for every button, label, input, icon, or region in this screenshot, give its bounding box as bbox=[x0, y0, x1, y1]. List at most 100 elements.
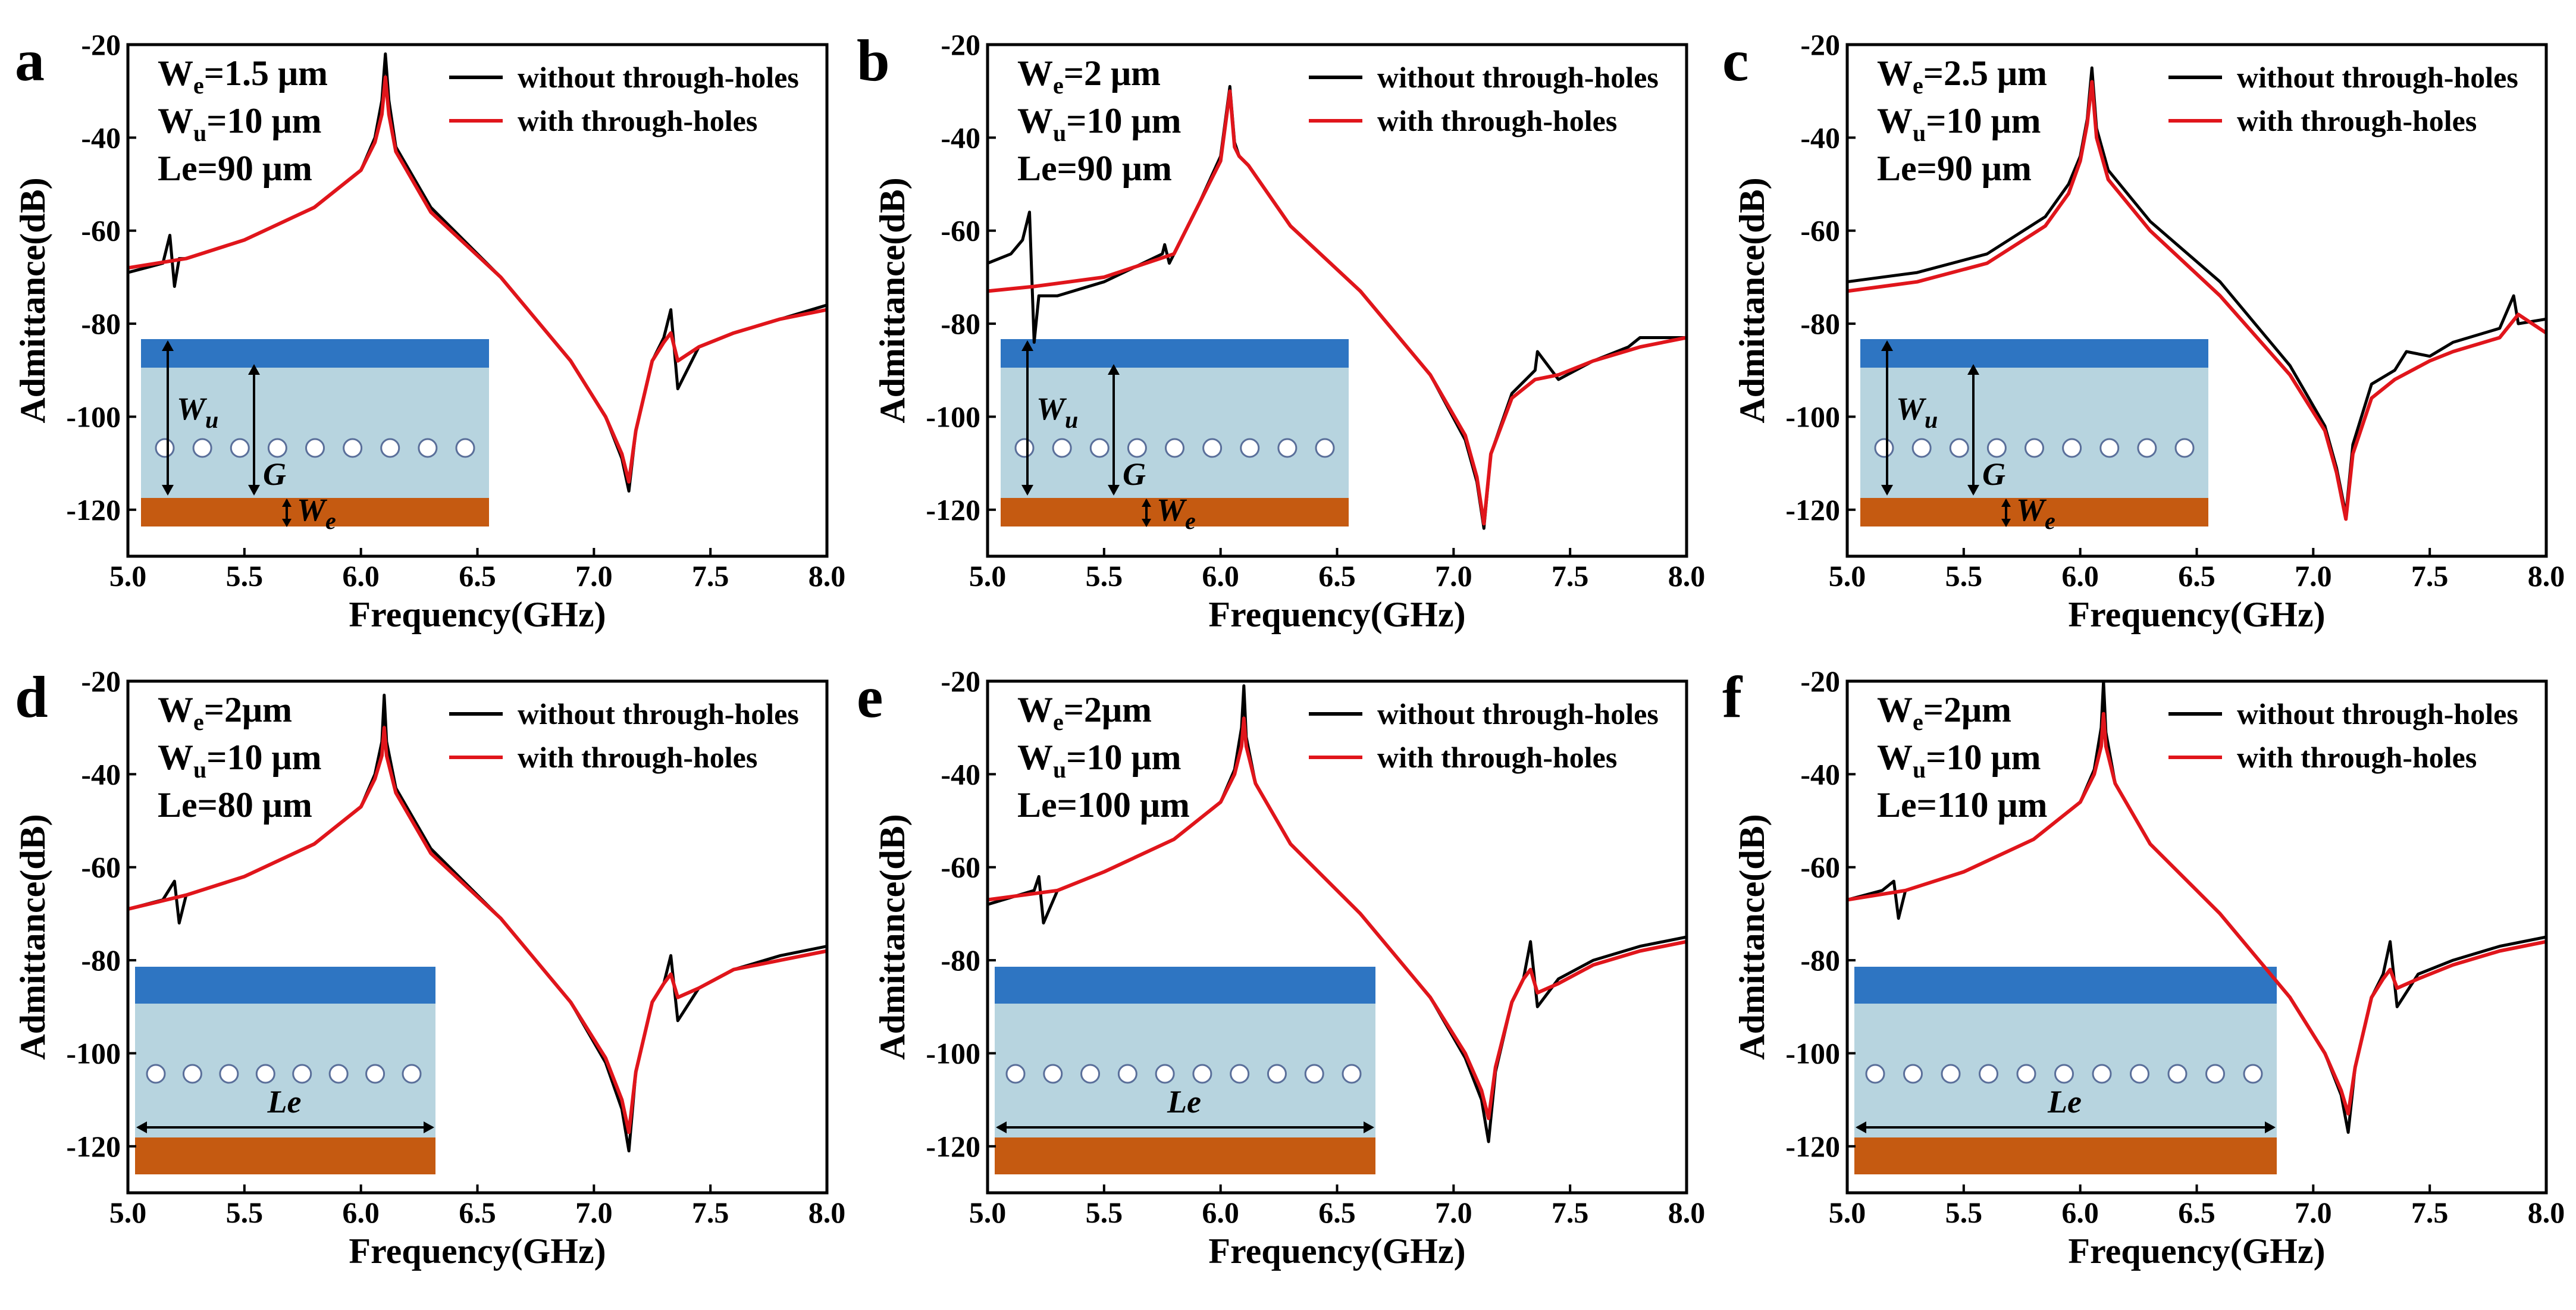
through-hole bbox=[1014, 438, 1035, 458]
param-le-main: Le bbox=[158, 149, 198, 188]
inset-schematic: Le bbox=[135, 967, 435, 1174]
through-hole bbox=[1165, 438, 1184, 458]
y-tick-label: -40 bbox=[1800, 121, 1840, 154]
y-tick-label: -40 bbox=[1800, 757, 1840, 791]
we-label-sub: e bbox=[1185, 507, 1196, 534]
substrate bbox=[141, 368, 489, 498]
wu-label-main: W bbox=[1896, 391, 1927, 427]
series-with-holes bbox=[987, 89, 1687, 526]
legend-label-without: without through-holes bbox=[1377, 697, 1659, 731]
through-hole bbox=[1315, 438, 1335, 458]
y-tick-label: -80 bbox=[1800, 307, 1840, 340]
through-hole bbox=[305, 438, 325, 458]
series-with-holes bbox=[987, 716, 1687, 1120]
x-tick-label: 6.5 bbox=[2178, 1196, 2215, 1229]
param-e-rest: =1.5 μm bbox=[204, 54, 328, 93]
through-hole bbox=[146, 1064, 166, 1084]
param-u-rest: =10 μm bbox=[1926, 738, 2041, 777]
param-e-sub: e bbox=[193, 72, 204, 99]
y-tick-label: -40 bbox=[81, 757, 121, 791]
param-u: Wu=10 μm bbox=[1877, 101, 2041, 146]
param-e-rest: =2μm bbox=[1064, 690, 1152, 729]
y-tick-label: -80 bbox=[941, 307, 980, 340]
y-tick-label: -60 bbox=[941, 851, 980, 884]
param-e-sub: e bbox=[1913, 709, 1923, 735]
param-le-main: Le bbox=[158, 785, 198, 825]
x-axis-label: Frequency(GHz) bbox=[2068, 595, 2325, 634]
through-hole bbox=[292, 1064, 312, 1084]
y-tick-label: -60 bbox=[81, 851, 121, 884]
param-le-main: Le bbox=[1877, 149, 1917, 188]
top-electrode bbox=[995, 967, 1375, 1004]
param-le: Le=90 μm bbox=[1877, 149, 2032, 188]
top-electrode bbox=[1854, 967, 2277, 1004]
param-u-sub: u bbox=[1913, 120, 1926, 146]
panel-letter: c bbox=[1722, 27, 1748, 93]
through-hole bbox=[1052, 438, 1072, 458]
y-tick-label: -100 bbox=[1785, 1036, 1840, 1070]
top-electrode bbox=[141, 339, 489, 368]
y-axis-label: Admittance(dB) bbox=[873, 177, 912, 423]
y-tick-label: -100 bbox=[926, 1036, 980, 1070]
bottom-electrode bbox=[141, 498, 489, 526]
param-le-main: Le bbox=[1017, 785, 1057, 825]
through-hole bbox=[2099, 438, 2120, 458]
y-tick-label: -100 bbox=[66, 1036, 121, 1070]
x-tick-label: 6.5 bbox=[459, 1196, 496, 1229]
y-tick-label: -120 bbox=[66, 493, 121, 526]
legend-label-with: with through-holes bbox=[2237, 741, 2477, 774]
param-e-rest: =2.5 μm bbox=[1923, 54, 2047, 93]
param-e-rest: =2μm bbox=[204, 690, 292, 729]
panel-letter: d bbox=[15, 664, 48, 730]
param-u-sub: u bbox=[1913, 756, 1926, 783]
param-e: We=2.5 μm bbox=[1877, 54, 2047, 99]
param-u-rest: =10 μm bbox=[206, 738, 321, 777]
param-le-rest: =90 μm bbox=[1917, 149, 2032, 188]
through-hole bbox=[2062, 438, 2082, 458]
top-electrode bbox=[1860, 339, 2208, 368]
through-hole bbox=[1005, 1064, 1026, 1084]
through-hole bbox=[2205, 1064, 2225, 1084]
legend-label-without: without through-holes bbox=[518, 697, 799, 731]
x-tick-label: 6.5 bbox=[459, 559, 496, 593]
through-hole bbox=[267, 438, 287, 458]
we-label-sub: e bbox=[325, 507, 336, 534]
param-u-main: W bbox=[1017, 738, 1053, 777]
y-axis-label: Admittance(dB) bbox=[13, 177, 52, 423]
through-hole bbox=[1117, 1064, 1137, 1084]
we-arrowheads bbox=[2001, 499, 2011, 527]
through-hole bbox=[2174, 438, 2195, 458]
x-tick-label: 8.0 bbox=[1668, 559, 1706, 593]
we-label: We bbox=[2016, 492, 2055, 534]
x-axis-label: Frequency(GHz) bbox=[1208, 595, 1465, 634]
bottom-electrode bbox=[1854, 1137, 2277, 1174]
x-tick-label: 7.5 bbox=[1552, 559, 1589, 593]
x-tick-label: 5.5 bbox=[1086, 1196, 1123, 1229]
param-u-rest: =10 μm bbox=[1066, 101, 1181, 140]
x-tick-label: 6.5 bbox=[1318, 1196, 1356, 1229]
y-axis-label: Admittance(dB) bbox=[13, 814, 52, 1060]
y-axis-label: Admittance(dB) bbox=[1732, 177, 1772, 423]
series-with-holes bbox=[1847, 80, 2547, 521]
through-hole bbox=[1043, 1064, 1063, 1084]
x-tick-label: 5.0 bbox=[109, 559, 147, 593]
param-u-main: W bbox=[158, 101, 193, 140]
x-tick-label: 5.0 bbox=[1829, 1196, 1866, 1229]
top-electrode bbox=[135, 967, 435, 1004]
through-hole bbox=[2130, 1064, 2149, 1084]
le-label: Le bbox=[2047, 1084, 2082, 1120]
y-tick-label: -80 bbox=[81, 944, 121, 977]
through-hole bbox=[2025, 438, 2044, 458]
param-e-main: W bbox=[1877, 54, 1913, 93]
x-tick-label: 7.0 bbox=[575, 1196, 613, 1229]
x-tick-label: 8.0 bbox=[808, 1196, 846, 1229]
panel-letter: e bbox=[857, 664, 883, 730]
x-tick-label: 5.5 bbox=[226, 559, 264, 593]
through-hole bbox=[1941, 1064, 1961, 1084]
y-tick-label: -20 bbox=[941, 665, 980, 698]
param-u: Wu=10 μm bbox=[1877, 738, 2041, 783]
x-tick-label: 7.5 bbox=[2411, 559, 2449, 593]
x-tick-label: 5.5 bbox=[1945, 1196, 1983, 1229]
